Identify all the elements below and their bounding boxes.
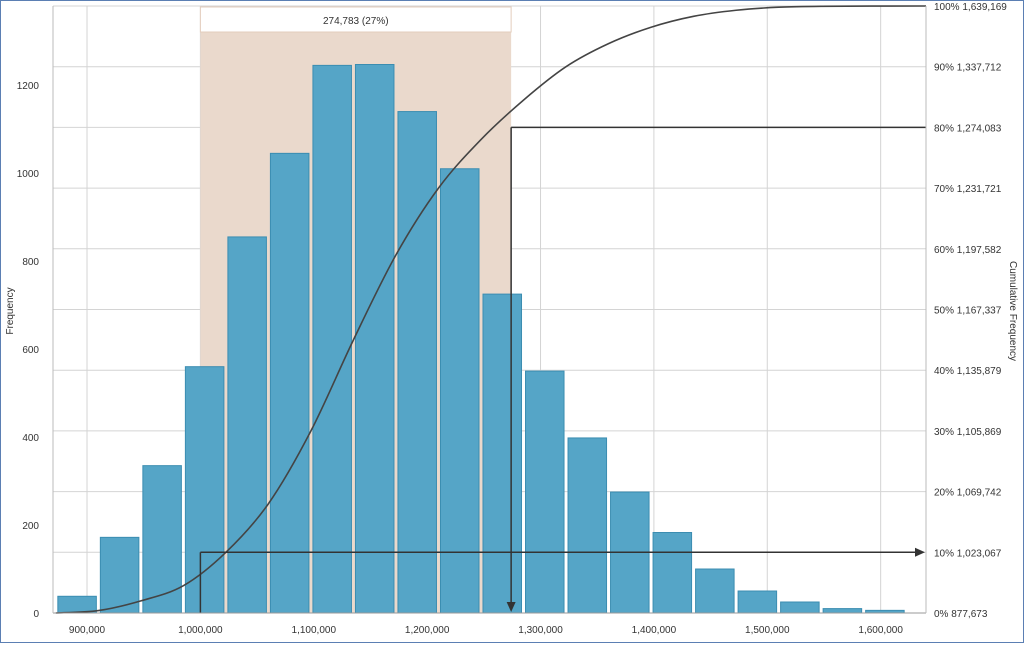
histogram-bar — [57, 595, 97, 614]
x-tick-label: 1,100,000 — [292, 625, 337, 636]
x-tick-label: 1,200,000 — [405, 625, 450, 636]
histogram-bar — [695, 568, 735, 614]
y2-tick-label: 30% 1,105,869 — [934, 427, 1002, 438]
histogram-bar — [525, 370, 565, 614]
percentile-markers — [199, 126, 926, 613]
cumulative-curve — [55, 5, 927, 614]
x-tick-label: 1,500,000 — [745, 625, 790, 636]
arrow-right-icon — [915, 547, 925, 557]
y-tick-label: 1000 — [17, 169, 40, 180]
histogram-bar — [822, 608, 863, 614]
histogram-bar — [99, 536, 140, 614]
y2-tick-label: 0% 877,673 — [934, 609, 988, 620]
y-tick-label: 400 — [22, 433, 39, 444]
y-tick-label: 1200 — [17, 81, 40, 92]
y2-tick-label: 80% 1,274,083 — [934, 123, 1002, 134]
histogram-bar — [227, 236, 267, 614]
x-tick-label: 1,000,000 — [178, 625, 223, 636]
y2-tick-label: 70% 1,231,721 — [934, 184, 1002, 195]
y2-tick-label: 90% 1,337,712 — [934, 63, 1002, 74]
histogram-bar — [184, 366, 225, 614]
histogram-bar — [439, 168, 480, 614]
y-axis-title: Frequency — [5, 287, 16, 334]
y-tick-label: 200 — [22, 521, 39, 532]
y-tick-label: 600 — [22, 345, 39, 356]
y2-tick-label: 20% 1,069,742 — [934, 488, 1002, 499]
y2-tick-label: 10% 1,023,067 — [934, 548, 1002, 559]
histogram-bar — [312, 64, 352, 614]
histogram-bar — [354, 64, 395, 614]
highlight-label: 274,783 (27%) — [323, 16, 389, 27]
histogram-bar — [780, 601, 820, 614]
cumulative-curve-group — [55, 5, 927, 614]
histogram-bar — [482, 293, 523, 614]
histogram-bar — [397, 111, 437, 614]
histogram-bar — [652, 532, 693, 614]
y2-axis-title: Cumulative Frequency — [1007, 261, 1018, 361]
x-tick-label: 900,000 — [69, 625, 106, 636]
histogram-bar — [737, 590, 778, 614]
y-tick-label: 0 — [33, 609, 39, 620]
y2-tick-label: 100% 1,639,169 — [934, 2, 1007, 13]
x-tick-label: 1,400,000 — [632, 625, 677, 636]
x-tick-label: 1,600,000 — [858, 625, 903, 636]
y2-tick-label: 40% 1,135,879 — [934, 366, 1002, 377]
histogram-bar — [142, 465, 182, 614]
axes: 900,000 1,000,000 1,100,000 1,200,000 1,300,… — [5, 2, 1018, 636]
x-tick-label: 1,300,000 — [518, 625, 563, 636]
histogram-bar — [567, 437, 608, 614]
histogram-bar — [269, 152, 310, 614]
arrow-down-icon — [506, 602, 516, 612]
y2-tick-label: 50% 1,167,337 — [934, 306, 1002, 317]
y2-tick-label: 60% 1,197,582 — [934, 245, 1002, 256]
highlight-label-box — [199, 6, 512, 33]
histogram-bars — [57, 64, 905, 614]
y-tick-label: 800 — [22, 257, 39, 268]
